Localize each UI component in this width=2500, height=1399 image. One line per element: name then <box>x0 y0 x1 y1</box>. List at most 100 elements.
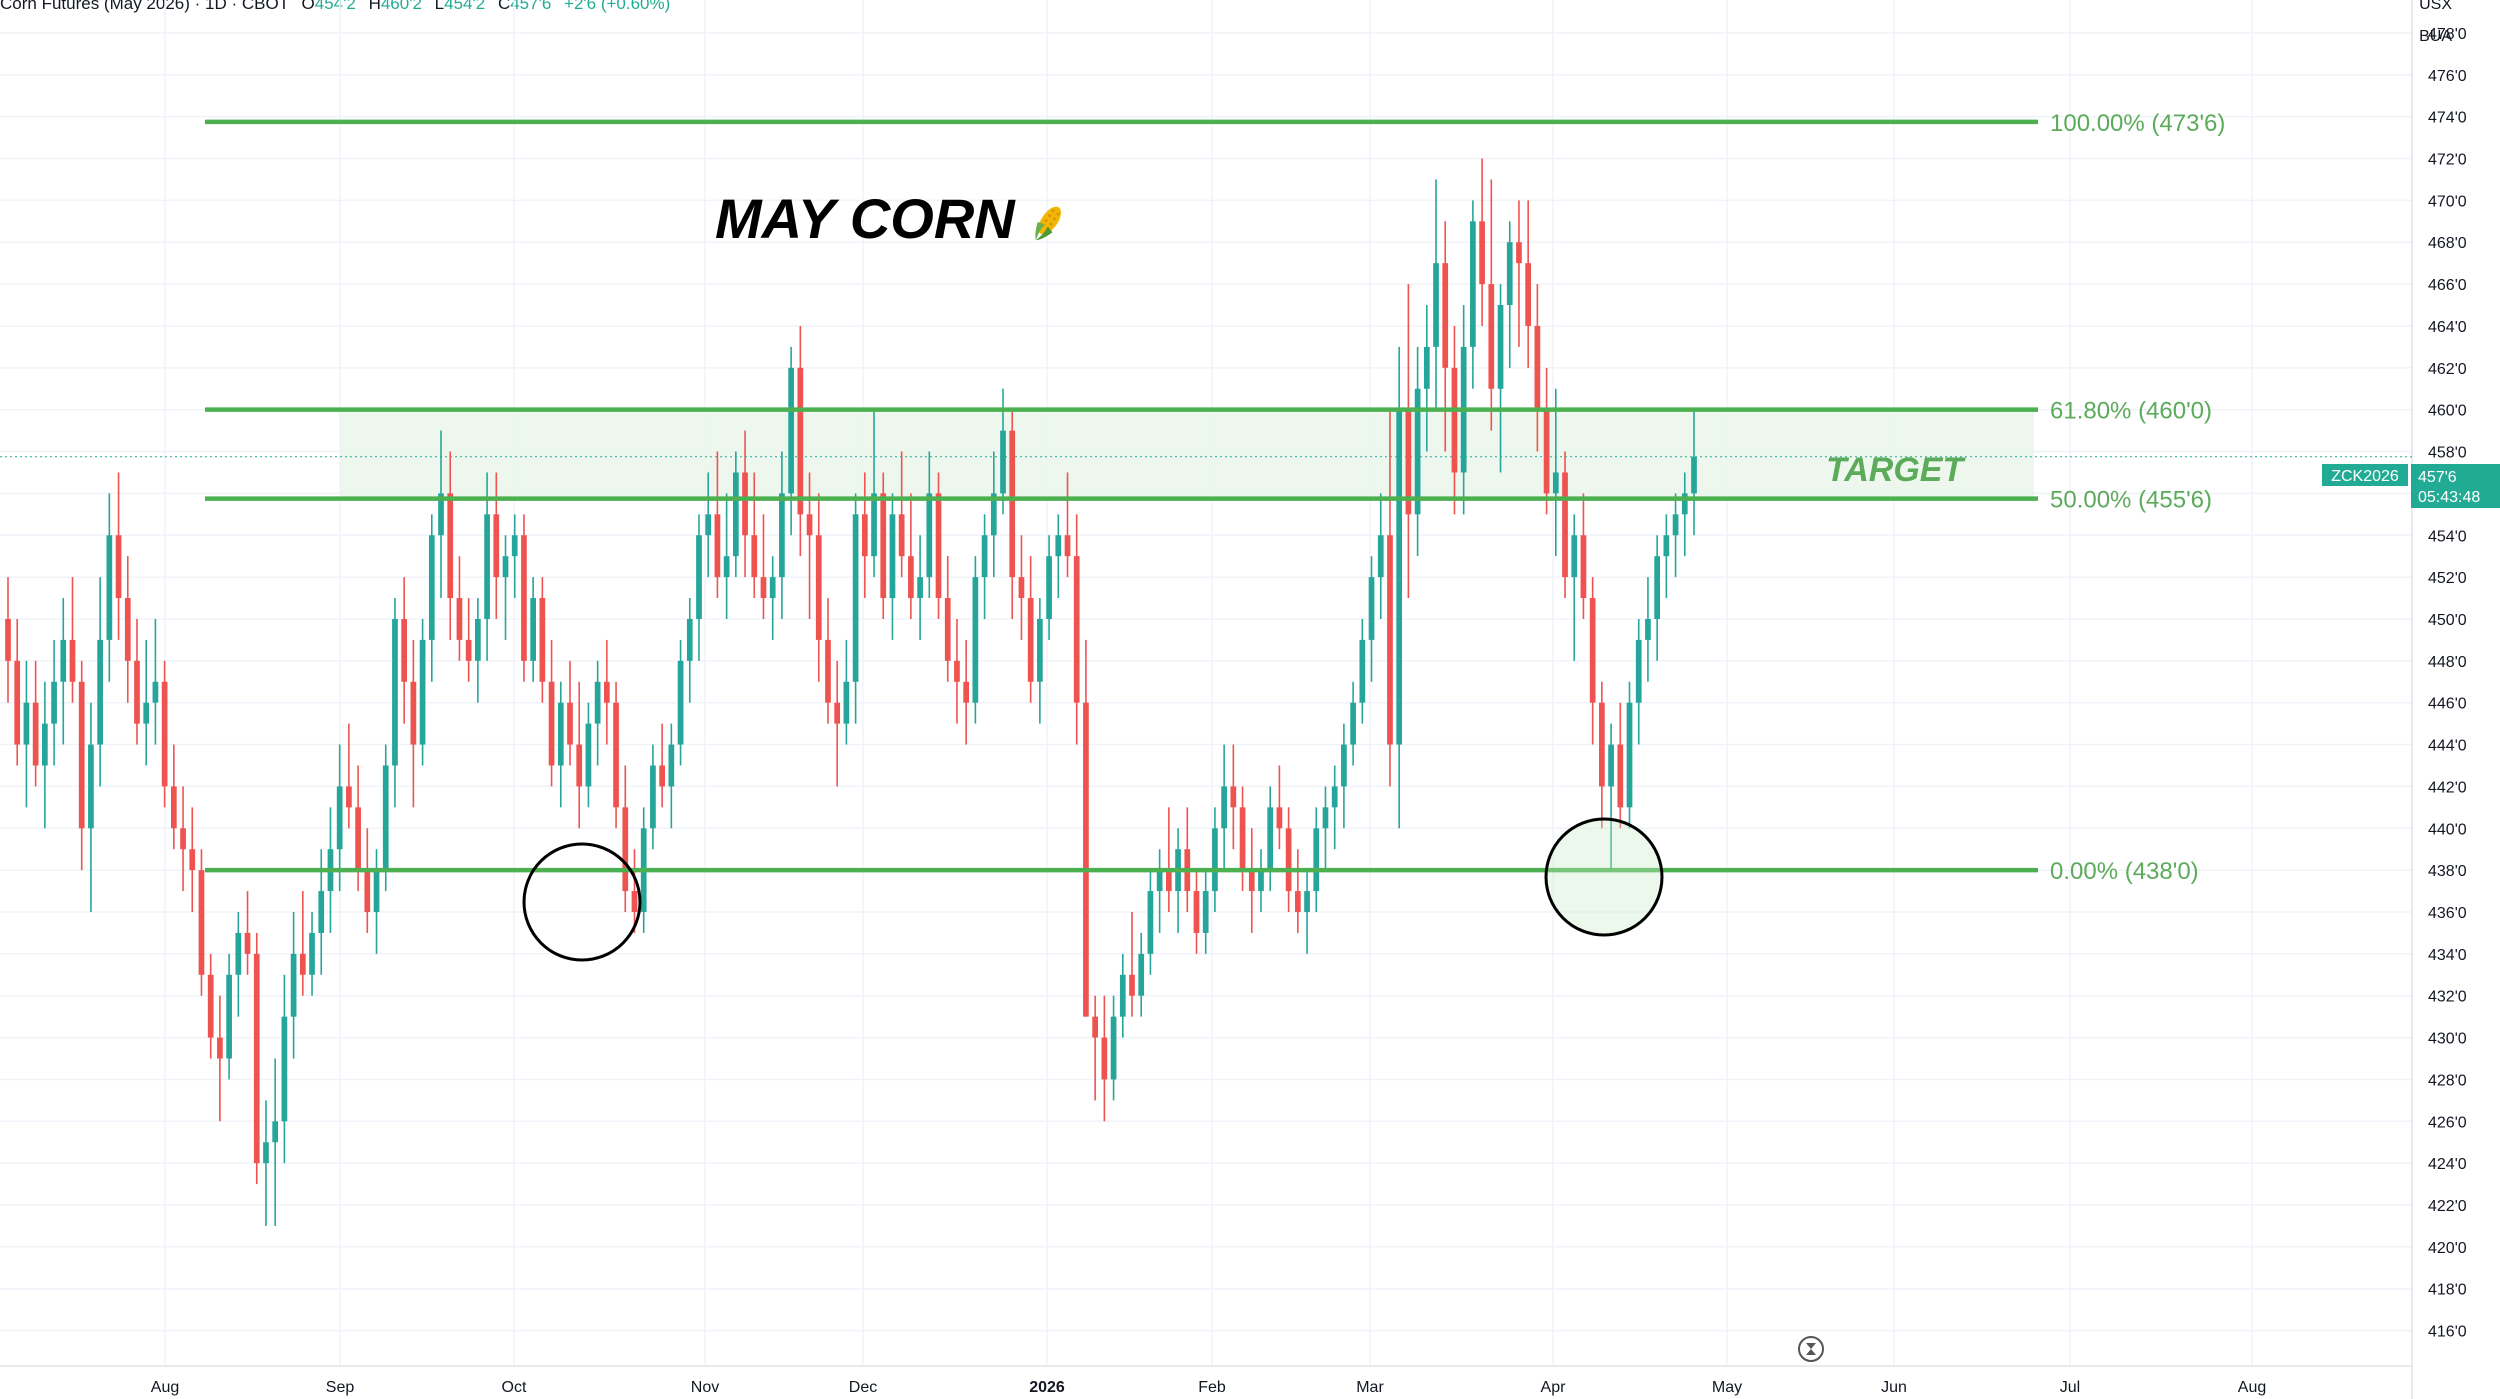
candle-body <box>972 577 979 703</box>
y-tick-label: 442'0 <box>2428 779 2467 796</box>
candle-body <box>1027 598 1034 682</box>
candle-body <box>1083 702 1089 1017</box>
x-tick-label: Jul <box>2060 1379 2080 1396</box>
y-tick-label: 436'0 <box>2428 905 2467 922</box>
candle-body <box>1497 305 1504 389</box>
candle-body <box>981 535 988 578</box>
candles-layer <box>5 158 1697 1226</box>
candle-body <box>1165 870 1172 892</box>
candle-body <box>60 639 67 682</box>
candle-body <box>1248 870 1255 892</box>
x-tick-label: 2026 <box>1029 1379 1065 1396</box>
currency-unit[interactable]: USX <box>2419 0 2452 13</box>
candle-body <box>1617 744 1624 808</box>
fib-level-label: 100.00% (473'6) <box>2050 110 2225 137</box>
candle-body <box>290 953 297 1017</box>
y-tick-label: 472'0 <box>2428 152 2467 169</box>
candle-body <box>1009 430 1016 578</box>
candle-body <box>917 577 923 599</box>
candle-body <box>32 702 39 766</box>
candle-body <box>493 514 500 578</box>
high-value: 460'2 <box>380 0 422 13</box>
candle-body <box>1202 891 1209 933</box>
close-value: 457'6 <box>510 0 552 13</box>
candle-body <box>650 765 656 829</box>
candle-body <box>1580 535 1587 599</box>
candle-body <box>41 723 48 766</box>
candle-body <box>769 577 776 599</box>
candle-body <box>511 535 518 557</box>
candle-body <box>1037 618 1043 682</box>
candle-body <box>1506 242 1513 306</box>
x-tick-label: Nov <box>691 1379 719 1396</box>
y-tick-label: 476'0 <box>2428 68 2467 85</box>
candle-body <box>871 493 877 557</box>
y-tick-label: 418'0 <box>2428 1282 2467 1299</box>
candle-body <box>1433 263 1439 347</box>
y-tick-label: 460'0 <box>2428 403 2467 420</box>
y-tick-label: 458'0 <box>2428 445 2467 462</box>
price-tag-box <box>2411 464 2500 508</box>
candle-body <box>428 535 435 640</box>
fib-level-label: 61.80% (460'0) <box>2050 398 2212 425</box>
candle-body <box>1442 263 1449 368</box>
candle-body <box>521 535 527 661</box>
y-tick-label: 478'0 <box>2428 26 2467 43</box>
x-tick-label: Aug <box>151 1379 179 1396</box>
candle-body <box>1221 786 1227 829</box>
symbol-description: Corn Futures (May 2026) · 1D · CBOT <box>0 0 289 13</box>
candle-body <box>355 807 361 871</box>
candle-body <box>1129 974 1135 996</box>
candle-body <box>557 702 564 766</box>
candle-body <box>1276 807 1283 829</box>
change-value: +2'6 (+0.60%) <box>564 0 671 13</box>
fib-level-label: 50.00% (455'6) <box>2050 487 2212 514</box>
candle-body <box>14 660 21 745</box>
x-tick-label: Jun <box>1881 1379 1907 1396</box>
candle-body <box>825 639 831 703</box>
y-tick-label: 438'0 <box>2428 863 2467 880</box>
candle-body <box>1608 744 1614 787</box>
candle-body <box>1341 744 1347 787</box>
candle-body <box>1294 891 1301 912</box>
candle-body <box>779 493 785 578</box>
low-label: L <box>434 0 445 13</box>
candle-body <box>180 828 186 850</box>
price-axis[interactable]: 416'0 418'0 420'0 422'0 424'0 426'0 428'0 430'0… <box>2428 26 2467 1341</box>
candle-body <box>23 702 30 745</box>
time-axis[interactable]: Aug Sep Oct Nov Dec 2026 Feb Mar Apr May Jun Jul Aug <box>151 1379 2266 1396</box>
candle-body <box>106 535 113 640</box>
candle-body <box>1322 807 1329 829</box>
candle-body <box>263 1142 269 1164</box>
timer-icon[interactable] <box>1798 1336 1824 1362</box>
candle-body <box>843 681 850 724</box>
candle-body <box>1092 1016 1099 1038</box>
candle-body <box>1488 284 1495 389</box>
y-tick-label: 440'0 <box>2428 821 2467 838</box>
y-tick-label: 462'0 <box>2428 361 2467 378</box>
candle-body <box>954 660 960 682</box>
low-value: 454'2 <box>444 0 486 13</box>
y-tick-label: 452'0 <box>2428 570 2467 587</box>
candle-body <box>1258 870 1264 892</box>
candle-body <box>78 681 85 829</box>
candle-body <box>318 891 325 933</box>
candle-body <box>659 765 665 787</box>
candle-body <box>1562 472 1568 578</box>
fib-levels-layer: 100.00% (473'6) 61.80% (460'0) 50.00% (455… <box>205 110 2225 885</box>
candle-body <box>1552 472 1559 494</box>
candle-body <box>1672 514 1679 536</box>
target-label: TARGET <box>1826 451 1966 489</box>
candle-body <box>97 639 103 745</box>
candle-body <box>1405 409 1412 515</box>
x-tick-label: Oct <box>502 1379 527 1396</box>
candle-body <box>1525 263 1532 326</box>
candle-body <box>567 702 573 745</box>
currency-unit-secondary[interactable]: BUA <box>2419 28 2452 45</box>
candle-body <box>908 556 914 599</box>
candle-body <box>419 639 426 745</box>
target-zone-layer <box>0 409 2412 499</box>
candle-body <box>69 639 76 682</box>
candle-body <box>364 870 371 912</box>
